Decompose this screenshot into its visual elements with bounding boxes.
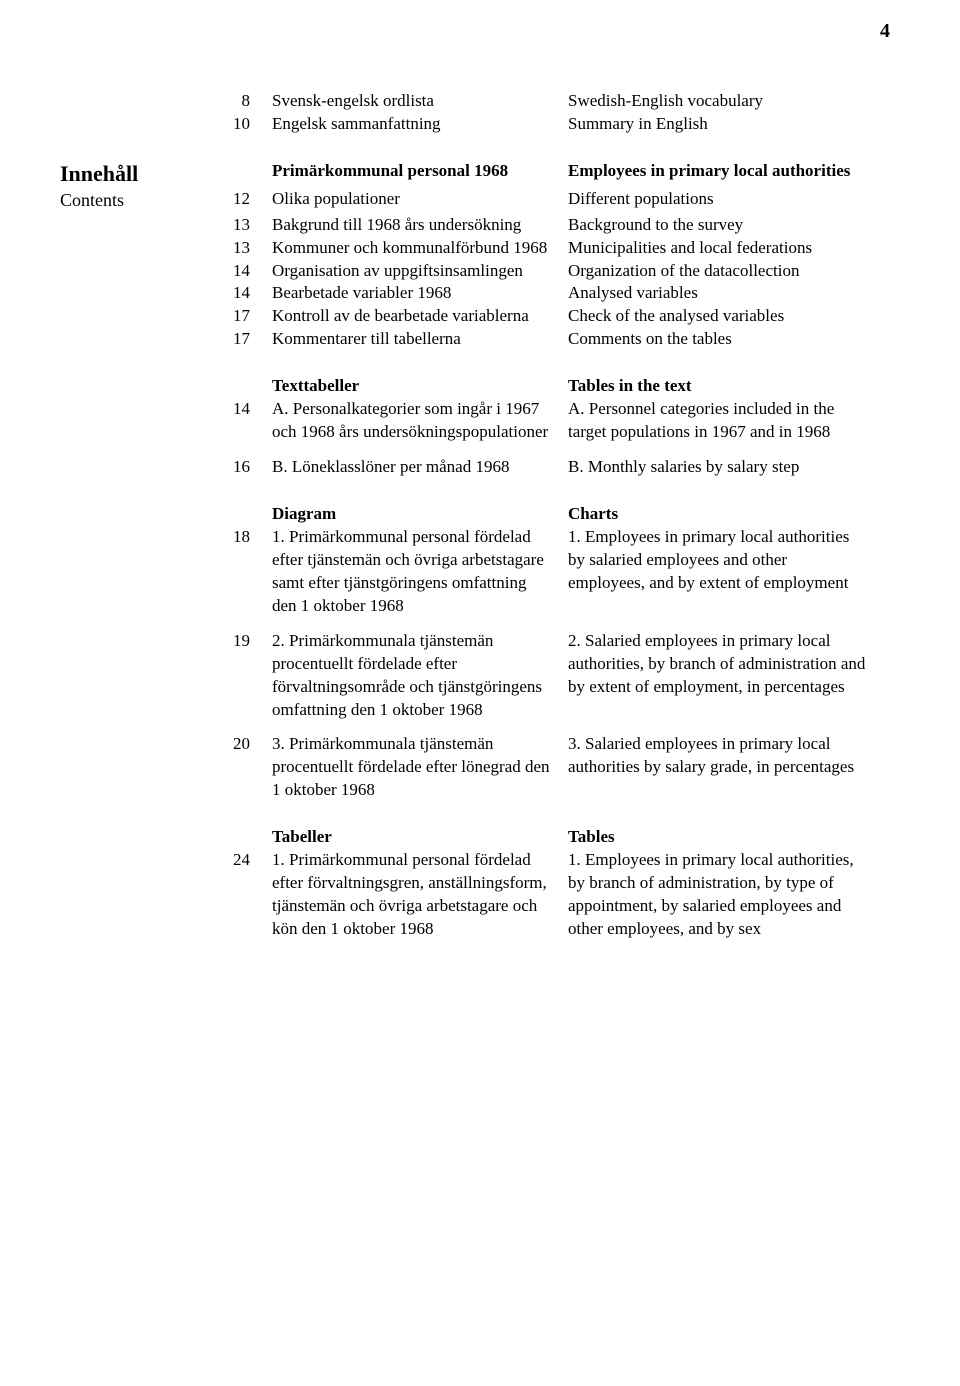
sv-text: Bearbetade variabler 1968 [272,282,552,305]
side-spacer [60,214,190,237]
en-text: Background to the survey [568,214,868,237]
en-text: Check of the analysed variables [568,305,868,328]
section-en-head: Tables [568,826,868,849]
side-spacer [60,849,190,941]
page-number: 4 [880,20,890,43]
page-ref: 10 [206,113,256,136]
side-spacer [60,630,190,722]
en-text: Comments on the tables [568,328,868,351]
spacer [206,826,256,849]
page-ref: 17 [206,305,256,328]
page-ref: 18 [206,526,256,618]
page-ref: 14 [206,282,256,305]
sv-text: 2. Primärkommunala tjänstemän procentuel… [272,630,552,722]
page-ref: 20 [206,733,256,802]
sv-text: Kommentarer till tabellerna [272,328,552,351]
spacer [206,503,256,526]
side-spacer [60,826,190,849]
side-spacer [60,526,190,618]
section-en-head: Charts [568,503,868,526]
side-spacer [60,90,190,113]
side-spacer [60,456,190,479]
spacer [206,160,256,189]
side-spacer [60,398,190,444]
en-text: 3. Salaried employees in primary local a… [568,733,868,802]
section-en-head: Tables in the text [568,375,868,398]
side-spacer [60,282,190,305]
page-ref: 13 [206,237,256,260]
side-spacer [60,375,190,398]
section-sv-head: Texttabeller [272,375,552,398]
page-ref: 24 [206,849,256,941]
side-spacer [60,328,190,351]
en-text: Swedish-English vocabulary [568,90,868,113]
page-ref: 17 [206,328,256,351]
page-ref: 19 [206,630,256,722]
side-spacer [60,113,190,136]
sv-text: 3. Primärkommunala tjänstemän procentuel… [272,733,552,802]
section-en-head: Employees in primary local authorities [568,160,868,189]
side-heading: Innehåll [60,160,190,189]
sv-text: Olika populationer [272,188,552,213]
sv-text: 1. Primärkommunal personal fördelad efte… [272,526,552,618]
side-spacer [60,237,190,260]
page-ref: 12 [206,188,256,213]
side-spacer [60,503,190,526]
section-sv-head: Diagram [272,503,552,526]
section-sv-head: Primärkommunal personal 1968 [272,160,552,189]
sv-text: Kommuner och kommunalförbund 1968 [272,237,552,260]
page-ref: 16 [206,456,256,479]
section-sv-head: Tabeller [272,826,552,849]
sv-text: Engelsk sammanfattning [272,113,552,136]
sv-text: Organisation av uppgiftsinsamlingen [272,260,552,283]
en-text: A. Personnel categories included in the … [568,398,868,444]
page-ref: 14 [206,398,256,444]
sv-text: 1. Primärkommunal personal fördelad efte… [272,849,552,941]
side-spacer [60,260,190,283]
sv-text: Kontroll av de bearbetade variablerna [272,305,552,328]
page: 4 8 Svensk-engelsk ordlista Swedish-Engl… [0,0,960,1001]
en-text: 1. Employees in primary local authoritie… [568,849,868,941]
side-subheading: Contents [60,188,190,213]
en-text: Different populations [568,188,868,213]
contents-layout: 8 Svensk-engelsk ordlista Swedish-Englis… [60,90,900,941]
spacer [206,375,256,398]
page-ref: 14 [206,260,256,283]
page-ref: 8 [206,90,256,113]
en-text: Summary in English [568,113,868,136]
sv-text: B. Löneklasslöner per månad 1968 [272,456,552,479]
sv-text: A. Personalkategorier som ingår i 1967 o… [272,398,552,444]
en-text: 1. Employees in primary local authoritie… [568,526,868,618]
en-text: 2. Salaried employees in primary local a… [568,630,868,722]
en-text: B. Monthly salaries by salary step [568,456,868,479]
en-text: Organization of the datacollection [568,260,868,283]
en-text: Municipalities and local federations [568,237,868,260]
page-ref: 13 [206,214,256,237]
sv-text: Bakgrund till 1968 års undersökning [272,214,552,237]
side-spacer [60,305,190,328]
sv-text: Svensk-engelsk ordlista [272,90,552,113]
side-spacer [60,733,190,802]
en-text: Analysed variables [568,282,868,305]
